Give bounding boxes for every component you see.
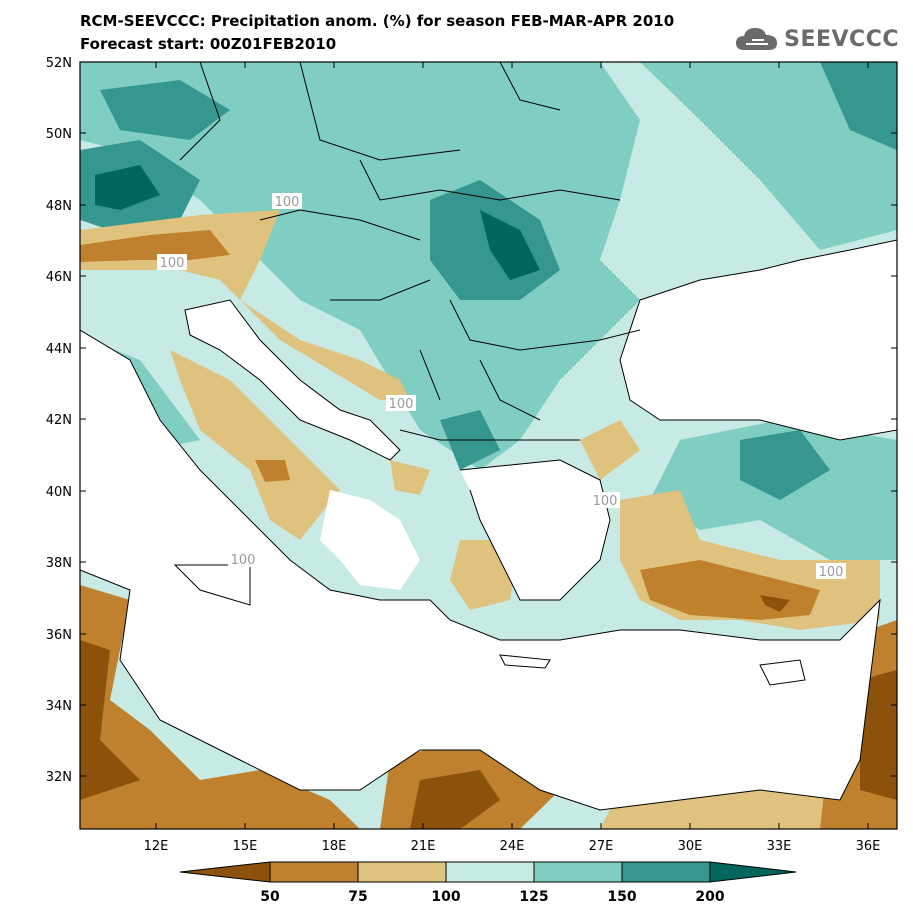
lat-label: 44N [46,342,72,357]
lat-label: 48N [46,199,72,214]
colorbar-label: 150 [607,889,636,905]
lon-label: 18E [322,839,347,854]
lon-label: 33E [767,839,792,854]
lon-label: 21E [411,839,436,854]
colorbar-label: 125 [519,889,548,905]
map-frame [79,61,898,830]
contour-label: 100 [231,553,256,568]
lat-label: 46N [46,270,72,285]
contour-label: 100 [160,256,185,271]
colorbar-segment [269,861,359,883]
cloud-icon [736,28,778,50]
contour-label: 100 [819,565,844,580]
lat-label: 42N [46,413,72,428]
logo-text: SEEVCCC [784,26,899,52]
colorbar-segment [179,861,271,883]
contour-label: 100 [389,397,414,412]
lon-label: 15E [233,839,258,854]
colorbar-segment [709,861,797,883]
colorbar-segment [621,861,711,883]
colorbar: 50 75 100 125 150 200 [179,861,797,905]
lat-label: 38N [46,556,72,571]
lat-label: 32N [46,770,72,785]
contour-labels: 100 100 100 100 100 100 [157,193,846,580]
colorbar-label: 100 [431,889,460,905]
map-title: RCM-SEEVCCC: Precipitation anom. (%) for… [80,12,675,30]
coastlines [80,62,897,811]
colorbar-segment [357,861,447,883]
lon-label: 24E [500,839,525,854]
map-field [80,62,897,829]
latitude-axis: 52N 50N 48N 46N 44N 42N 40N 38N 36N 34N 32N [46,56,897,785]
colorbar-segment [445,861,535,883]
seevccc-logo: SEEVCCC [734,24,899,54]
colorbar-segment [533,861,623,883]
lon-label: 12E [144,839,169,854]
lon-label: 30E [678,839,703,854]
lat-label: 36N [46,628,72,643]
lat-label: 34N [46,699,72,714]
contour-label: 100 [593,494,618,509]
colorbar-label: 50 [260,889,280,905]
lat-label: 40N [46,485,72,500]
longitude-axis: 12E 15E 18E 21E 24E 27E 30E 33E 36E [144,62,881,854]
lon-label: 36E [856,839,881,854]
contour-label: 100 [275,195,300,210]
lon-label: 27E [589,839,614,854]
lat-label: 52N [46,56,72,71]
colorbar-label: 75 [348,889,367,905]
forecast-start: Forecast start: 00Z01FEB2010 [80,35,337,53]
lat-label: 50N [46,127,72,142]
colorbar-label: 200 [695,889,724,905]
